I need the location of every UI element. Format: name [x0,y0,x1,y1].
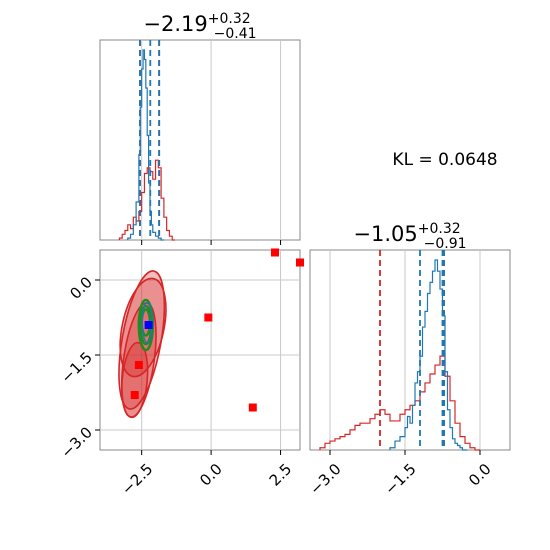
joint-blue-marker [144,321,153,329]
param1-title: −2.19+0.32 −0.41 [143,11,256,42]
joint-xtick-label-1: 0.0 [196,460,226,490]
param1-blue-histogram [127,49,164,241]
param2-title-upper: +0.32 [418,221,461,237]
param2-marginal-panel: −3.0 −1.5 0.0 [306,249,511,499]
joint-xtick-label-2: 2.5 [266,460,296,490]
param2-blue-histogram [389,259,468,451]
param1-title-lower: −0.41 [214,26,257,42]
joint-red-marker-2 [204,313,213,322]
joint-ytick-label-1: −1.5 [58,348,96,386]
param2-marginal-xtick-label-2: 0.0 [465,460,495,490]
joint-ytick-label-0: −3.0 [58,423,96,461]
joint-ytick-label-2: 0.0 [66,273,96,303]
param1-marginal-panel [99,39,301,245]
param2-marginal-xtick-label-0: −3.0 [306,460,344,498]
joint-red-marker-1 [296,258,304,267]
joint-red-marker-0 [271,248,279,257]
param1-title-upper: +0.32 [208,11,251,27]
joint-red-marker-4 [130,391,139,399]
kl-annotation: KL = 0.0648 [392,150,497,170]
joint-contours [118,270,167,419]
param2-title: −1.05+0.32 −0.91 [353,221,466,252]
param2-red-histogram [319,355,480,451]
param2-title-lower: −0.91 [424,236,467,252]
param2-marginal-xtick-label-1: −1.5 [381,460,419,498]
joint-xtick-label-0: −2.5 [118,460,156,498]
param1-title-value: −2.19 [143,12,207,36]
param2-title-value: −1.05 [353,222,417,246]
joint-posterior-panel: −2.5 0.0 2.5 −3.0 −1.5 0.0 [58,248,304,499]
joint-red-marker-3 [134,361,143,369]
param1-marginal-frame [99,39,301,241]
joint-red-marker-5 [248,403,257,412]
param1-red-histogram [118,159,175,241]
